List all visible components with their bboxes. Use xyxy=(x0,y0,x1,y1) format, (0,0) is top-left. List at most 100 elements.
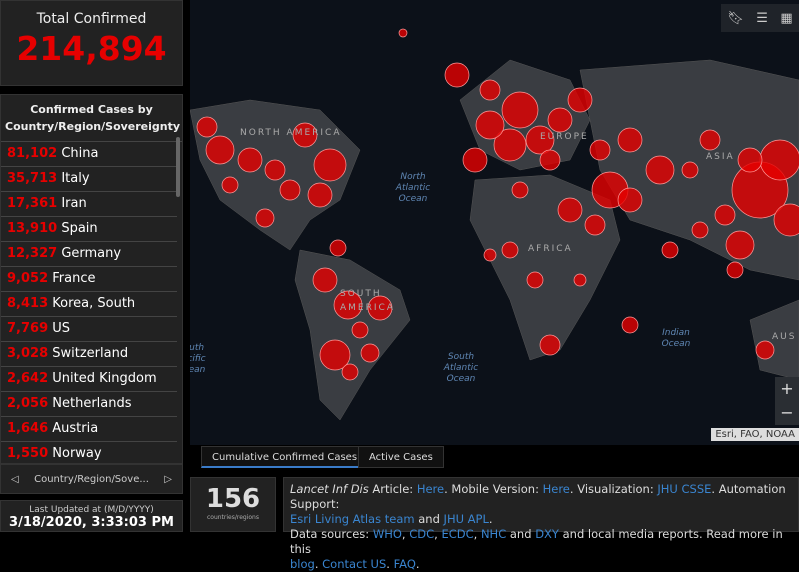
case-bubble[interactable] xyxy=(360,343,380,363)
case-bubble[interactable] xyxy=(483,248,497,262)
case-bubble[interactable] xyxy=(547,107,573,133)
case-bubble[interactable] xyxy=(589,139,611,161)
case-bubble[interactable] xyxy=(351,321,369,339)
tab-active-cases[interactable]: Active Cases xyxy=(358,446,444,468)
cdc-link[interactable]: CDC xyxy=(409,527,435,541)
case-bubble[interactable] xyxy=(501,91,539,129)
case-bubble[interactable] xyxy=(526,271,544,289)
case-bubble[interactable] xyxy=(367,295,393,321)
case-bubble[interactable] xyxy=(573,273,587,287)
zoom-out-button[interactable]: − xyxy=(780,403,794,422)
country-row[interactable]: 81,102 China xyxy=(1,142,177,167)
case-bubble[interactable] xyxy=(255,208,275,228)
country-row[interactable]: 12,327 Germany xyxy=(1,242,177,267)
esri-link[interactable]: Esri Living Atlas team xyxy=(290,512,415,526)
case-bubble[interactable] xyxy=(726,261,744,279)
country-name: United Kingdom xyxy=(52,371,157,386)
case-bubble[interactable] xyxy=(539,149,561,171)
case-bubble[interactable] xyxy=(691,221,709,239)
country-list-panel: Confirmed Cases by Country/Region/Sovere… xyxy=(0,94,183,467)
prev-page-icon[interactable]: ◁ xyxy=(11,473,19,485)
ecdc-link[interactable]: ECDC xyxy=(441,527,474,541)
case-bubble[interactable] xyxy=(557,197,583,223)
case-bubble[interactable] xyxy=(264,159,286,181)
tab-cumulative-confirmed[interactable]: Cumulative Confirmed Cases xyxy=(201,446,369,468)
case-bubble[interactable] xyxy=(621,316,639,334)
case-bubble[interactable] xyxy=(567,87,593,113)
case-bubble[interactable] xyxy=(511,181,529,199)
case-bubble[interactable] xyxy=(725,230,755,260)
country-row[interactable]: 9,052 France xyxy=(1,267,177,292)
label-north-atlantic: North Atlantic Ocean xyxy=(395,172,431,204)
case-bubble[interactable] xyxy=(333,290,363,320)
case-bubble[interactable] xyxy=(205,135,235,165)
case-bubble[interactable] xyxy=(714,204,736,226)
country-row[interactable]: 2,642 United Kingdom xyxy=(1,367,177,392)
case-bubble[interactable] xyxy=(475,110,505,140)
case-bubble[interactable] xyxy=(221,176,239,194)
case-bubble[interactable] xyxy=(292,122,318,148)
case-bubble[interactable] xyxy=(501,241,519,259)
country-row[interactable]: 17,361 Iran xyxy=(1,192,177,217)
country-name: China xyxy=(61,146,99,161)
next-page-icon[interactable]: ▷ xyxy=(164,473,172,485)
country-row[interactable]: 13,910 Spain xyxy=(1,217,177,242)
case-bubble[interactable] xyxy=(699,129,721,151)
dxy-link[interactable]: DXY xyxy=(535,527,559,541)
case-bubble[interactable] xyxy=(773,203,799,237)
case-bubble[interactable] xyxy=(444,62,470,88)
info-text: . Mobile Version: xyxy=(444,482,543,496)
country-row[interactable]: 2,056 Netherlands xyxy=(1,392,177,417)
blog-link[interactable]: blog xyxy=(290,557,315,571)
country-row[interactable]: 1,646 Austria xyxy=(1,417,177,442)
case-bubble[interactable] xyxy=(341,363,359,381)
case-bubble[interactable] xyxy=(307,182,333,208)
case-bubble[interactable] xyxy=(479,79,501,101)
case-bubble[interactable] xyxy=(755,340,775,360)
case-bubble[interactable] xyxy=(661,241,679,259)
case-bubble[interactable] xyxy=(681,161,699,179)
world-map[interactable]: NORTH AMERICA North Atlantic Ocean EUROP… xyxy=(190,0,799,445)
country-row[interactable]: 3,028 Switzerland xyxy=(1,342,177,367)
case-bubble[interactable] xyxy=(279,179,301,201)
case-bubble[interactable] xyxy=(237,147,263,173)
contact-link[interactable]: Contact US xyxy=(322,557,387,571)
case-bubble[interactable] xyxy=(462,147,488,173)
zoom-in-button[interactable]: + xyxy=(780,379,794,398)
country-row[interactable]: 35,713 Italy xyxy=(1,167,177,192)
case-bubble[interactable] xyxy=(525,125,555,155)
case-bubble[interactable] xyxy=(196,116,218,138)
faq-link[interactable]: FAQ xyxy=(393,557,416,571)
list-scrollbar[interactable] xyxy=(176,137,180,197)
case-bubble[interactable] xyxy=(539,334,561,356)
case-bubble[interactable] xyxy=(493,128,527,162)
grid-icon[interactable]: ▦ xyxy=(780,10,793,26)
case-bubble[interactable] xyxy=(617,187,643,213)
who-link[interactable]: WHO xyxy=(372,527,402,541)
mobile-link[interactable]: Here xyxy=(542,482,570,496)
case-bubble[interactable] xyxy=(645,155,675,185)
case-bubble[interactable] xyxy=(319,339,351,371)
jhu-csse-link[interactable]: JHU CSSE xyxy=(657,482,712,496)
nhc-link[interactable]: NHC xyxy=(480,527,507,541)
country-count: 1,646 xyxy=(7,421,49,436)
article-link[interactable]: Here xyxy=(416,482,445,496)
case-bubble[interactable] xyxy=(584,214,606,236)
bookmark-icon[interactable]: 🔖︎ xyxy=(727,10,744,26)
info-text: . Visualization: xyxy=(569,482,658,496)
jhu-apl-link[interactable]: JHU APL xyxy=(443,512,489,526)
case-bubble[interactable] xyxy=(312,267,338,293)
info-text: Data sources: xyxy=(290,527,373,541)
country-row[interactable]: 7,769 US xyxy=(1,317,177,342)
country-row[interactable]: 8,413 Korea, South xyxy=(1,292,177,317)
case-bubble[interactable] xyxy=(617,127,643,153)
country-count: 9,052 xyxy=(7,271,49,286)
case-bubble[interactable] xyxy=(398,28,408,38)
case-bubble[interactable] xyxy=(759,139,799,181)
country-name: Netherlands xyxy=(52,396,132,411)
case-bubble[interactable] xyxy=(737,147,763,173)
list-icon[interactable]: ☰ xyxy=(756,10,768,26)
case-bubble[interactable] xyxy=(313,148,347,182)
case-bubble[interactable] xyxy=(329,239,347,257)
country-count-value: 156 xyxy=(205,484,261,514)
